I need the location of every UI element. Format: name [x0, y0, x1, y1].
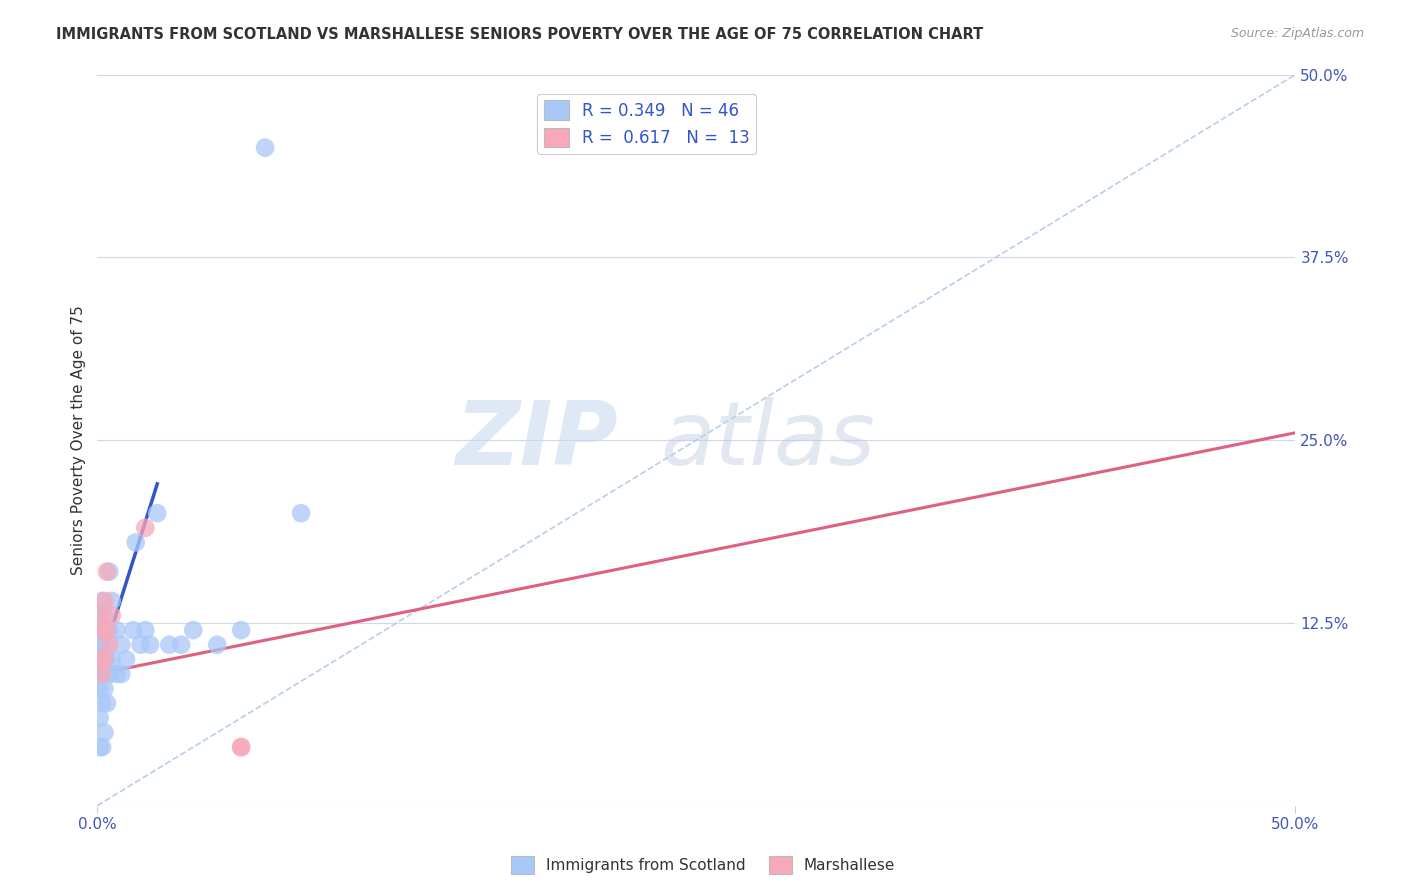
Point	[89, 652, 111, 666]
Point	[93, 652, 115, 666]
Point	[89, 623, 111, 637]
Point	[96, 623, 118, 637]
Point	[181, 623, 204, 637]
Point	[134, 521, 156, 535]
Point	[89, 638, 111, 652]
Point	[91, 638, 114, 652]
Point	[91, 652, 114, 666]
Point	[139, 638, 162, 652]
Point	[100, 652, 122, 666]
Point	[96, 652, 118, 666]
Point	[89, 740, 111, 755]
Point	[98, 638, 121, 652]
Legend: Immigrants from Scotland, Marshallese: Immigrants from Scotland, Marshallese	[505, 850, 901, 880]
Point	[89, 667, 111, 681]
Point	[96, 565, 118, 579]
Point	[89, 681, 111, 696]
Point	[91, 740, 114, 755]
Point	[91, 623, 114, 637]
Point	[100, 608, 122, 623]
Point	[93, 652, 115, 666]
Point	[98, 667, 121, 681]
Point	[89, 652, 111, 666]
Point	[89, 711, 111, 725]
Text: ZIP: ZIP	[456, 397, 619, 483]
Point	[229, 740, 252, 755]
Point	[93, 594, 115, 608]
Point	[205, 638, 228, 652]
Text: IMMIGRANTS FROM SCOTLAND VS MARSHALLESE SENIORS POVERTY OVER THE AGE OF 75 CORRE: IMMIGRANTS FROM SCOTLAND VS MARSHALLESE …	[56, 27, 983, 42]
Text: atlas: atlas	[661, 397, 876, 483]
Point	[146, 506, 169, 520]
Point	[170, 638, 193, 652]
Point	[100, 594, 122, 608]
Point	[254, 141, 277, 155]
Point	[125, 535, 148, 549]
Point	[134, 623, 156, 637]
Point	[110, 638, 132, 652]
Point	[93, 725, 115, 739]
Y-axis label: Seniors Poverty Over the Age of 75: Seniors Poverty Over the Age of 75	[72, 305, 86, 575]
Point	[91, 696, 114, 710]
Point	[93, 608, 115, 623]
Point	[122, 623, 145, 637]
Point	[110, 667, 132, 681]
Point	[105, 667, 128, 681]
Point	[89, 608, 111, 623]
Point	[290, 506, 312, 520]
Point	[89, 608, 111, 623]
Point	[93, 638, 115, 652]
Point	[91, 667, 114, 681]
Point	[93, 681, 115, 696]
Point	[229, 740, 252, 755]
Point	[98, 565, 121, 579]
Point	[157, 638, 180, 652]
Point	[91, 594, 114, 608]
Point	[229, 623, 252, 637]
Point	[105, 623, 128, 637]
Point	[91, 623, 114, 637]
Point	[96, 623, 118, 637]
Point	[115, 652, 138, 666]
Legend: R = 0.349   N = 46, R =  0.617   N =  13: R = 0.349 N = 46, R = 0.617 N = 13	[537, 94, 756, 154]
Point	[98, 623, 121, 637]
Point	[96, 696, 118, 710]
Text: Source: ZipAtlas.com: Source: ZipAtlas.com	[1230, 27, 1364, 40]
Point	[91, 667, 114, 681]
Point	[129, 638, 152, 652]
